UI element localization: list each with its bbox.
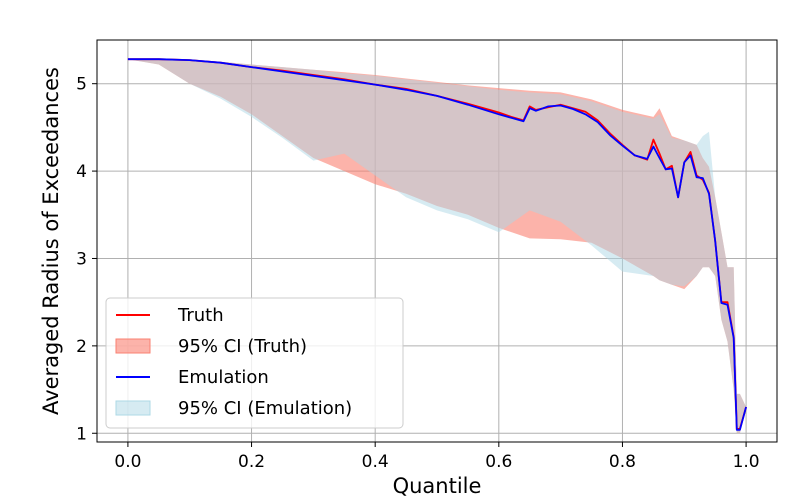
x-tick-label: 0.8 bbox=[609, 452, 636, 472]
x-tick-label: 0.0 bbox=[114, 452, 141, 472]
emulation-ci-band bbox=[127, 59, 747, 434]
legend-label-emulation: Emulation bbox=[178, 367, 269, 388]
y-axis-ticks: 1 2 3 4 5 bbox=[76, 75, 97, 444]
legend-label-truth: Truth bbox=[177, 305, 224, 326]
series-lines bbox=[127, 58, 747, 431]
legend-label-95-ci-truth: 95% CI (Truth) bbox=[178, 336, 307, 357]
y-tick-label: 4 bbox=[76, 162, 87, 182]
legend-label-95-ci-emulation: 95% CI (Emulation) bbox=[178, 398, 352, 419]
y-tick-label: 5 bbox=[76, 75, 87, 95]
x-axis-ticks: 0.0 0.2 0.4 0.6 0.8 1.0 bbox=[114, 442, 760, 472]
x-axis-label: Quantile bbox=[393, 474, 482, 498]
confidence-bands bbox=[127, 59, 747, 434]
x-tick-label: 1.0 bbox=[733, 452, 760, 472]
plot-frame bbox=[96, 39, 778, 443]
y-axis-label: Averaged Radius of Exceedances bbox=[39, 67, 63, 415]
y-tick-label: 1 bbox=[76, 424, 87, 444]
x-tick-label: 0.4 bbox=[362, 452, 389, 472]
x-tick-label: 0.2 bbox=[238, 452, 265, 472]
y-tick-label: 2 bbox=[76, 337, 87, 357]
y-tick-label: 3 bbox=[76, 249, 87, 269]
legend-box bbox=[105, 297, 404, 429]
legend-swatch-95-ci-truth bbox=[115, 338, 151, 354]
legend: Truth 95% CI (Truth) Emulation 95% CI (Emul… bbox=[105, 297, 404, 429]
x-tick-label: 0.6 bbox=[485, 452, 512, 472]
legend-swatch-95-ci-emulation bbox=[115, 400, 151, 416]
emulation-line bbox=[127, 58, 747, 431]
